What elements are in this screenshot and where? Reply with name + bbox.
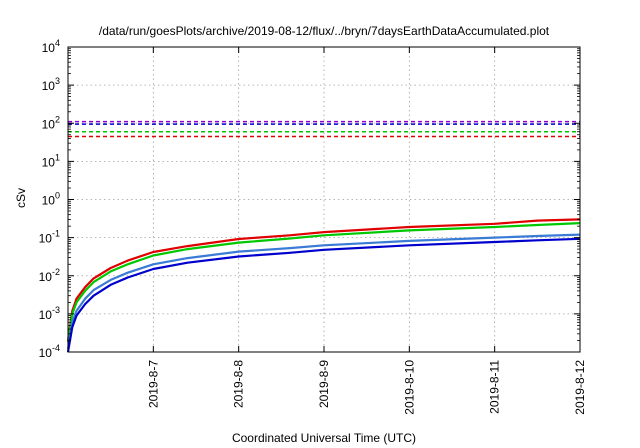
y-tick-label: 10-1 [39,229,60,246]
y-tick-label: 100 [42,191,60,208]
y-tick-label: 10-3 [39,305,60,322]
x-axis-ticks: 2019-8-7 2019-8-8 2019-8-9 2019-8-10 2019-8-… [146,47,587,415]
series-line [66,233,581,350]
y-tick-label: 10-2 [39,267,60,284]
x-tick-label: 2019-8-12 [573,360,587,415]
y-tick-label: 103 [42,76,60,93]
x-tick-label: 2019-8-10 [402,360,416,415]
y-axis-ticks: 10-4 10-3 10-2 10-1 100 101 102 103 104 [39,38,580,360]
reference-lines [68,120,580,138]
grid [68,47,580,352]
y-axis-label: cSv [14,188,28,208]
series-line [66,237,581,353]
y-tick-label: 10-4 [39,343,60,360]
y-tick-label: 104 [42,38,60,55]
series-line [66,218,581,341]
y-tick-label: 101 [42,152,60,169]
x-tick-label: 2019-8-8 [232,360,246,408]
x-axis-label: Coordinated Universal Time (UTC) [232,431,416,445]
chart-title: /data/run/goesPlots/archive/2019-08-12/f… [99,24,550,38]
series-group [66,218,581,353]
x-tick-label: 2019-8-7 [146,360,160,408]
x-tick-label: 2019-8-11 [488,360,502,414]
y-tick-label: 102 [42,114,60,131]
series-line [66,222,581,343]
x-tick-label: 2019-8-9 [317,360,331,408]
